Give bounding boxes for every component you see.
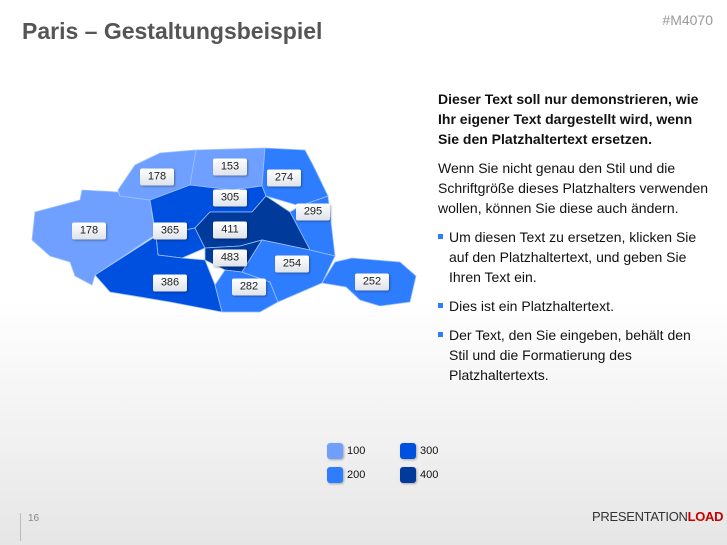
slide-title: Paris – Gestaltungsbeispiel [22, 18, 323, 44]
product-code: #M4070 [662, 12, 713, 28]
text-paragraph: Wenn Sie nicht genau den Stil und die Sc… [438, 160, 709, 216]
presentationload-logo: PRESENTATIONLOAD [592, 509, 724, 524]
legend-item: 100 [327, 443, 365, 459]
text-placeholder[interactable]: Dieser Text soll nur demonstrieren, wie … [438, 89, 713, 394]
value-label: 282 [232, 278, 266, 296]
logo-text-accent: LOAD [687, 509, 724, 524]
legend-swatch [327, 443, 343, 459]
legend-label: 200 [347, 469, 366, 481]
value-label: 274 [267, 169, 301, 187]
value-label: 305 [213, 189, 247, 207]
value-label: 252 [355, 273, 389, 291]
legend-item: 300 [400, 443, 438, 459]
value-label: 178 [72, 222, 106, 240]
bullet-item: Um diesen Text zu ersetzen, klicken Sie … [438, 227, 713, 287]
legend-label: 400 [420, 469, 439, 481]
value-label: 386 [153, 274, 187, 292]
legend-swatch [400, 443, 416, 459]
value-label: 153 [213, 158, 247, 176]
bullet-item: Der Text, den Sie eingeben, behält den S… [438, 325, 713, 385]
value-label: 254 [275, 255, 309, 273]
district-southwest [94, 235, 223, 313]
logo-text: PRESENTATION [592, 509, 688, 524]
legend-item: 400 [400, 467, 438, 483]
value-label: 483 [213, 249, 247, 267]
value-label: 411 [213, 221, 247, 239]
legend-swatch [327, 467, 343, 483]
legend-label: 300 [420, 445, 439, 457]
page-number: 16 [20, 513, 39, 541]
value-label: 178 [140, 168, 174, 186]
bullet-item: Dies ist ein Platzhaltertext. [438, 296, 713, 316]
legend-label: 100 [347, 445, 366, 457]
legend-swatch [400, 467, 416, 483]
text-heading: Dieser Text soll nur demonstrieren, wie … [438, 91, 699, 147]
value-label: 365 [153, 222, 187, 240]
legend-item: 200 [327, 467, 365, 483]
value-label: 295 [296, 203, 330, 221]
